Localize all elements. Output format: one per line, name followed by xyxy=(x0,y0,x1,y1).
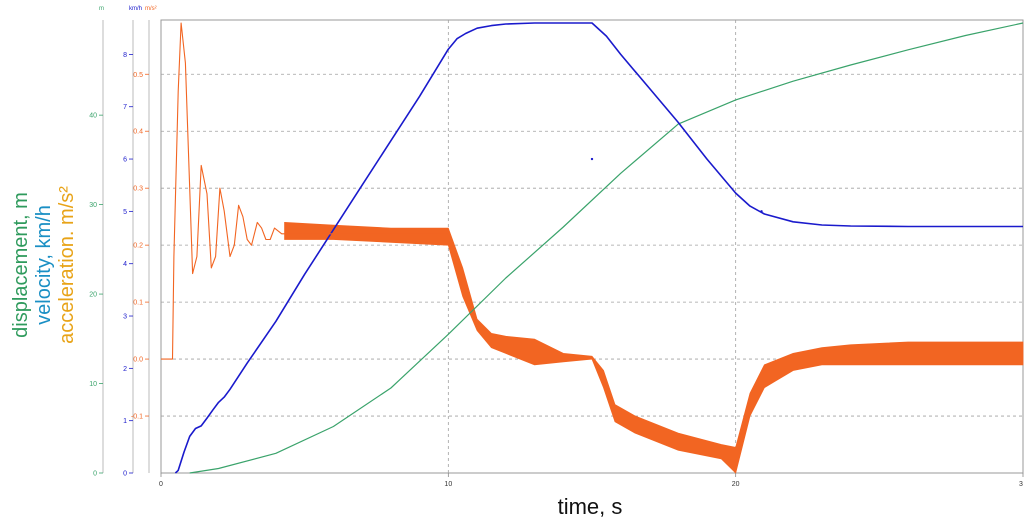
x-tick-label: 20 xyxy=(732,481,740,488)
series xyxy=(161,22,1024,474)
y-tick-label-acceleration: 0.4 xyxy=(133,129,143,136)
y-axis-unit-velocity: km/h xyxy=(129,6,142,12)
markers xyxy=(590,157,763,213)
x-axis: 0 10 20 3 xyxy=(159,473,1024,488)
y-tick-label-velocity: 4 xyxy=(123,261,127,268)
y-tick-label-velocity: 3 xyxy=(123,314,127,321)
y-tick-label-velocity: 6 xyxy=(123,157,127,164)
displacement-line xyxy=(189,22,1024,474)
acceleration-band xyxy=(284,221,1024,474)
y-axis-label-velocity: velocity, km/h xyxy=(33,205,55,325)
velocity-line xyxy=(174,22,1023,474)
y-tick-label-acceleration: 0.5 xyxy=(133,72,143,79)
y-tick-label-acceleration: 0.2 xyxy=(133,243,143,250)
y-tick-label-acceleration: 0.0 xyxy=(133,357,143,364)
grid xyxy=(161,20,1023,473)
y-tick-label-displacement: 20 xyxy=(89,292,97,299)
y-tick-label-velocity: 5 xyxy=(123,209,127,216)
y-tick-label-velocity: 1 xyxy=(123,418,127,425)
x-tick-label: 10 xyxy=(444,481,452,488)
x-tick-label: 0 xyxy=(159,481,163,488)
y-axes: m 0 10 20 30 40 km/h 0 1 2 3 4 5 6 7 8 m/s² -0.1 0.0 0.1 0.2… xyxy=(89,6,156,478)
point-marker xyxy=(590,157,594,161)
point-marker xyxy=(760,210,763,213)
y-tick-label-acceleration: 0.1 xyxy=(133,300,143,307)
plot-frame xyxy=(160,19,1024,474)
x-axis-label: time, s xyxy=(558,494,623,519)
y-tick-label-velocity: 7 xyxy=(123,104,127,111)
y-tick-label-acceleration: -0.1 xyxy=(131,414,143,421)
y-tick-label-displacement: 40 xyxy=(89,113,97,120)
y-axis-unit-acceleration: m/s² xyxy=(145,6,157,12)
plot-border xyxy=(160,19,1024,474)
x-tick-label: 3 xyxy=(1019,481,1023,488)
y-tick-label-velocity: 2 xyxy=(123,366,127,373)
y-tick-label-velocity: 0 xyxy=(123,471,127,478)
y-tick-label-displacement: 10 xyxy=(89,381,97,388)
bands xyxy=(284,221,1024,474)
y-axis-unit-displacement: m xyxy=(99,6,104,12)
y-tick-label-displacement: 0 xyxy=(93,471,97,478)
y-axis-label-acceleration: acceleration. m/s² xyxy=(56,186,78,344)
y-axis-label-displacement: displacement, m xyxy=(10,192,32,338)
y-tick-label-velocity: 8 xyxy=(123,52,127,59)
y-tick-label-acceleration: 0.3 xyxy=(133,186,143,193)
acceleration-line xyxy=(161,22,449,360)
y-tick-label-displacement: 30 xyxy=(89,202,97,209)
